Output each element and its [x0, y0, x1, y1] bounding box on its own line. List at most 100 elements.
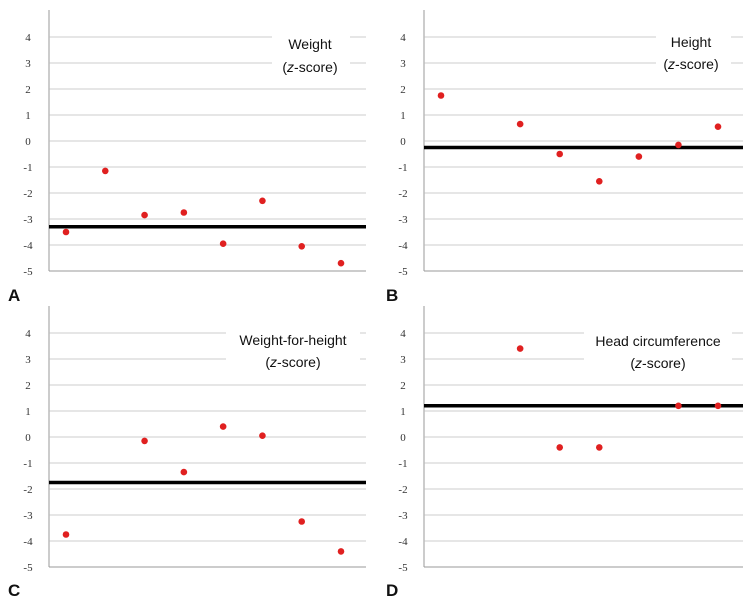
subtitle-prefix: ( [282, 59, 287, 75]
data-point [556, 444, 564, 451]
data-point [337, 259, 345, 267]
data-point [635, 153, 643, 160]
chart-subtitle: (z-score) [265, 354, 320, 370]
subtitle-italic: z [667, 56, 675, 72]
chart-subtitle: (z-score) [282, 59, 337, 75]
y-tick-label: -3 [23, 510, 33, 522]
y-tick-label: 0 [25, 432, 31, 444]
subtitle-italic: z [286, 59, 294, 75]
y-tick-label: 1 [25, 406, 31, 418]
subtitle-prefix: ( [630, 355, 635, 371]
subtitle-prefix: ( [265, 354, 270, 370]
y-tick-label: -5 [398, 562, 408, 574]
y-tick-label: -1 [398, 162, 407, 174]
chart-title: Height [671, 34, 712, 50]
y-tick-label: -4 [23, 536, 33, 548]
y-tick-label: -1 [23, 162, 32, 174]
panel-label: A [8, 286, 20, 305]
y-tick-label: 3 [25, 354, 31, 366]
y-tick-label: 0 [400, 432, 406, 444]
y-tick-label: 2 [400, 84, 406, 96]
title-background [584, 327, 732, 377]
y-tick-label: 3 [400, 58, 406, 70]
y-tick-label: 1 [400, 110, 406, 122]
data-point [675, 141, 682, 149]
data-point [141, 437, 148, 445]
title-background [272, 30, 350, 82]
y-tick-label: -4 [398, 536, 408, 548]
y-tick-label: -2 [23, 484, 32, 496]
y-tick-label: 3 [400, 354, 406, 366]
y-tick-label: 0 [400, 136, 406, 148]
panel-label: C [8, 581, 20, 600]
chart-title: Weight [288, 36, 331, 52]
y-tick-label: 1 [400, 406, 406, 418]
y-tick-label: -4 [23, 240, 33, 252]
subtitle-suffix: -score) [642, 355, 686, 371]
y-tick-label: -2 [398, 188, 407, 200]
title-background [226, 326, 360, 376]
data-point [437, 92, 445, 99]
y-tick-label: 2 [25, 84, 31, 96]
data-point [219, 423, 227, 430]
subtitle-prefix: ( [663, 56, 668, 72]
subtitle-suffix: -score) [675, 56, 719, 72]
y-tick-label: -3 [23, 214, 33, 226]
y-tick-label: 1 [25, 110, 31, 122]
y-tick-label: 4 [400, 32, 406, 44]
data-point [595, 178, 603, 185]
data-point [180, 209, 188, 216]
y-tick-label: 3 [25, 58, 31, 70]
data-point [141, 211, 148, 219]
y-tick-label: 2 [400, 380, 406, 392]
panel-label: B [386, 286, 398, 305]
data-point [675, 402, 682, 410]
subtitle-suffix: -score) [294, 59, 338, 75]
chart-subtitle: (z-score) [663, 56, 718, 72]
y-tick-label: -2 [398, 484, 407, 496]
chart-title: Weight-for-height [239, 332, 346, 348]
title-background [656, 30, 731, 78]
data-point [259, 432, 266, 440]
y-tick-label: -5 [398, 266, 408, 278]
subtitle-italic: z [634, 355, 642, 371]
y-tick-label: -3 [398, 510, 408, 522]
y-tick-label: 4 [25, 328, 31, 340]
y-tick-label: -5 [23, 562, 33, 574]
chart-panel-c: 4 3 2 1 0 -1 -2 -3 -4 -5 Weight-for-height (z-score… [8, 306, 366, 600]
y-tick-label: -5 [23, 266, 33, 278]
subtitle-italic: z [269, 354, 277, 370]
y-tick-label: -2 [23, 188, 32, 200]
chart-subtitle: (z-score) [630, 355, 685, 371]
data-point [259, 197, 266, 205]
data-point [62, 228, 70, 236]
data-point [298, 243, 306, 250]
data-point [298, 518, 306, 525]
chart-title: Head circumference [595, 333, 720, 349]
data-point [180, 468, 188, 476]
chart-panel-d: 4 3 2 1 0 -1 -2 -3 -4 -5 Head circumference (z-scor… [386, 306, 743, 600]
data-point [62, 531, 70, 538]
data-point [516, 120, 524, 128]
panel-label: D [386, 581, 398, 600]
data-point [714, 402, 722, 410]
y-tick-label: 2 [25, 380, 31, 392]
y-tick-label: 4 [25, 32, 31, 44]
data-point [556, 150, 564, 158]
y-tick-label: -3 [398, 214, 408, 226]
data-point [101, 167, 109, 175]
data-point [516, 345, 524, 352]
data-point [595, 444, 603, 451]
data-point [337, 548, 345, 555]
data-point [219, 240, 227, 247]
y-tick-label: -4 [398, 240, 408, 252]
subtitle-suffix: -score) [277, 354, 321, 370]
data-point [714, 123, 722, 130]
y-tick-label: -1 [398, 458, 407, 470]
y-tick-label: -1 [23, 458, 32, 470]
y-tick-label: 4 [400, 328, 406, 340]
y-tick-label: 0 [25, 136, 31, 148]
